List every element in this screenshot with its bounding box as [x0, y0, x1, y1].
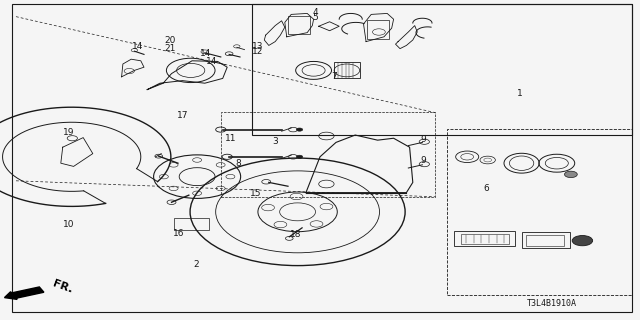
Text: 3: 3 — [273, 137, 278, 146]
Bar — [367, 20, 389, 39]
Text: 11: 11 — [225, 134, 236, 143]
Text: 14: 14 — [205, 57, 217, 66]
Circle shape — [296, 155, 303, 158]
Bar — [461, 234, 509, 244]
Text: 5: 5 — [313, 13, 318, 22]
FancyArrow shape — [4, 287, 44, 300]
Text: 9: 9 — [421, 156, 426, 165]
Text: 4: 4 — [313, 8, 318, 17]
Circle shape — [572, 236, 593, 246]
Text: 10: 10 — [63, 220, 75, 229]
Text: 18: 18 — [290, 230, 301, 239]
Text: T3L4B1910A: T3L4B1910A — [527, 299, 577, 308]
Bar — [174, 218, 209, 230]
Bar — [252, 4, 632, 135]
Text: FR.: FR. — [51, 279, 74, 295]
Bar — [447, 129, 632, 295]
Bar — [454, 231, 515, 246]
Bar — [522, 232, 570, 248]
Text: 17: 17 — [177, 111, 188, 120]
Bar — [221, 112, 435, 197]
Circle shape — [296, 128, 303, 131]
Text: 15: 15 — [250, 189, 262, 198]
Text: 21: 21 — [164, 44, 175, 52]
Text: 14: 14 — [132, 42, 143, 51]
Text: 2: 2 — [193, 260, 198, 269]
Text: 12: 12 — [252, 47, 263, 56]
Text: 14: 14 — [200, 49, 212, 58]
Text: 20: 20 — [164, 36, 175, 45]
Bar — [334, 62, 360, 78]
Circle shape — [564, 171, 577, 178]
Text: 13: 13 — [252, 42, 263, 51]
Bar — [526, 235, 564, 246]
Text: 16: 16 — [173, 229, 185, 238]
Text: 6: 6 — [484, 184, 489, 193]
Bar — [288, 16, 310, 34]
Text: 7: 7 — [332, 72, 337, 81]
Text: 8: 8 — [236, 159, 241, 168]
Text: 19: 19 — [63, 128, 75, 137]
Text: 9: 9 — [421, 135, 426, 144]
Text: 1: 1 — [517, 89, 522, 98]
